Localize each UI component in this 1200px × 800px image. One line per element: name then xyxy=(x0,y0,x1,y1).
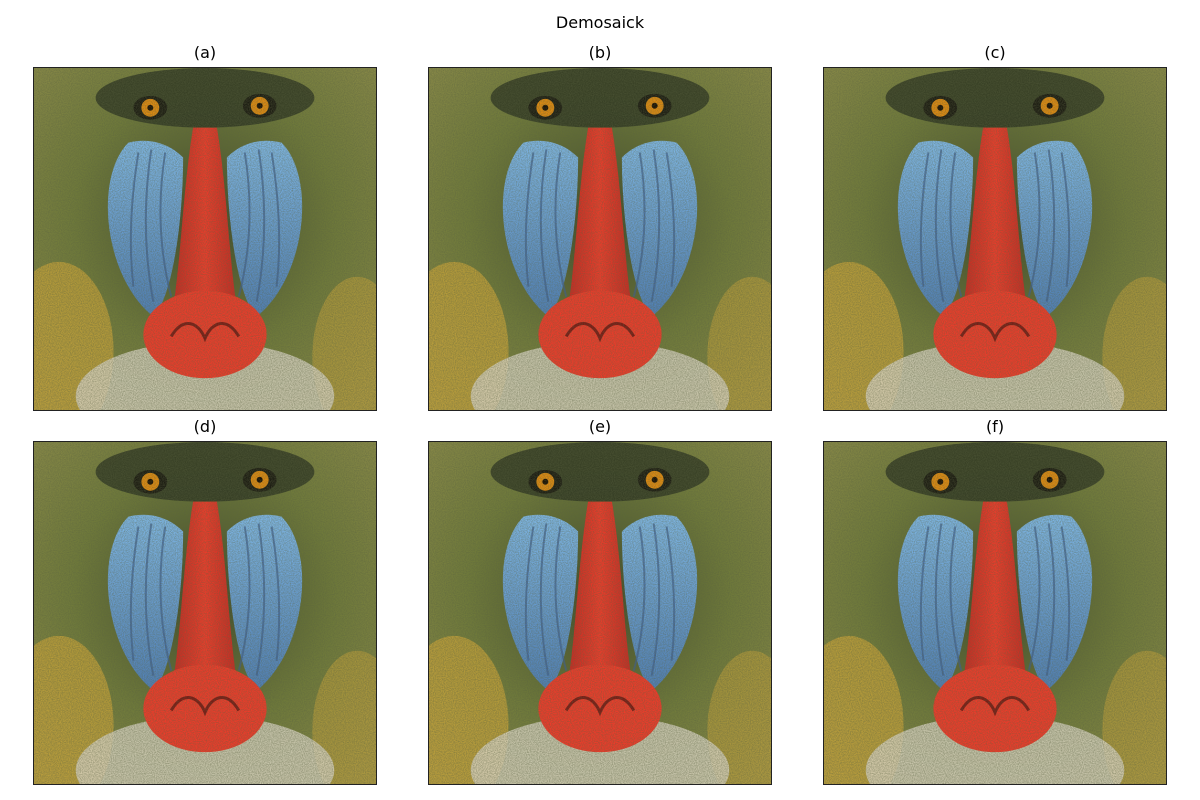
baboon-image xyxy=(34,442,376,784)
panel-image-a xyxy=(33,67,377,411)
panel-title-f: (f) xyxy=(985,417,1005,436)
panel-title-a: (a) xyxy=(193,43,217,62)
panel-title-c: (c) xyxy=(984,43,1006,62)
fur-texture xyxy=(34,442,376,784)
baboon-image xyxy=(429,442,771,784)
panel-image-b xyxy=(428,67,772,411)
fur-texture xyxy=(429,68,771,410)
panel-title-b: (b) xyxy=(588,43,612,62)
fur-texture xyxy=(824,68,1166,410)
baboon-image xyxy=(429,68,771,410)
baboon-image xyxy=(824,68,1166,410)
panel-image-e xyxy=(428,441,772,785)
baboon-image xyxy=(824,442,1166,784)
baboon-image xyxy=(34,68,376,410)
fur-texture xyxy=(34,68,376,410)
panel-image-f xyxy=(823,441,1167,785)
panel-image-d xyxy=(33,441,377,785)
figure-title: Demosaick xyxy=(555,13,645,32)
panel-title-d: (d) xyxy=(193,417,217,436)
fur-texture xyxy=(429,442,771,784)
panel-title-e: (e) xyxy=(588,417,612,436)
fur-texture xyxy=(824,442,1166,784)
panel-image-c xyxy=(823,67,1167,411)
